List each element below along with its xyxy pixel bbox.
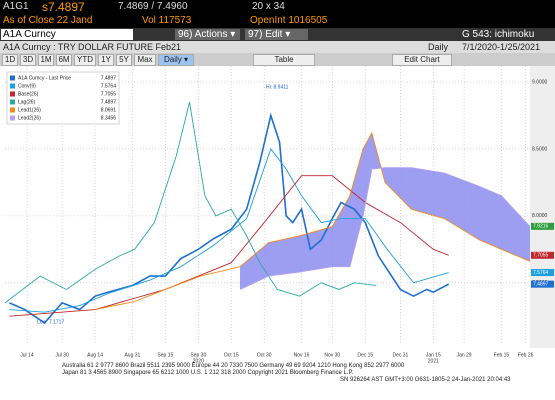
- ichimoku-cloud: [240, 132, 530, 290]
- legend-name: Lead2(26): [18, 115, 41, 121]
- legend-name: A1A Curncy - Last Price: [18, 75, 71, 81]
- x-tick-label: Jul 14: [20, 352, 34, 358]
- y-tick-label: 9.0000: [532, 79, 548, 85]
- legend-swatch: [10, 91, 15, 97]
- x-tick-label: Jul 30: [55, 352, 69, 358]
- range-button[interactable]: 5Y: [116, 54, 132, 66]
- edit-chart-button[interactable]: Edit Chart: [392, 54, 452, 66]
- legend-value: 8.0691: [101, 107, 117, 113]
- title-row: A1A Curncy : TRY DOLLAR FUTURE Feb21 Dai…: [0, 41, 555, 53]
- command-row: A1A Curncy 96) Actions ▾ 97) Edit ▾ G 54…: [0, 28, 555, 41]
- price-flag-label: 7.7055: [533, 253, 549, 259]
- size: 20 x 34: [252, 1, 285, 12]
- x-tick-label: Nov 30: [324, 352, 340, 358]
- toolbar: Table Edit Chart 1D 3D 1M 6M YTD 1Y 5Y Max Daily…: [0, 53, 555, 66]
- page-id: G 543: ichimoku: [462, 29, 535, 40]
- date-range: 7/1/2020-1/25/2021: [462, 42, 541, 52]
- edit-menu[interactable]: 97) Edit ▾: [245, 29, 308, 40]
- x-tick-label: Aug 14: [87, 352, 103, 358]
- price-flag: [531, 222, 554, 230]
- quote-row: A1G1 s7.4897 7.4869 / 7.4960 20 x 34: [0, 0, 555, 14]
- price-flag: [531, 251, 554, 259]
- high-annotation: Hi: 8.9411: [266, 84, 289, 90]
- range-button[interactable]: 1Y: [98, 54, 114, 66]
- x-tick-label: Oct 30: [257, 352, 272, 358]
- period: Daily: [428, 42, 449, 52]
- security-input[interactable]: A1A Curncy: [1, 29, 133, 40]
- open-interest: OpenInt 1016505: [250, 15, 328, 26]
- footer: Australia 61 2 9777 8600 Brazil 5511 239…: [0, 363, 555, 400]
- footer-line: SN 926264 AST GMT+3:00 G631-1805-2 24-Ja…: [340, 377, 511, 383]
- price-flag-label: 7.4897: [533, 281, 549, 287]
- series-line: [9, 112, 450, 324]
- series-line: [9, 175, 449, 317]
- last-price: s7.4897: [42, 0, 85, 14]
- footer-line: Japan 81 3 4565 8900 Singapore 65 6212 1…: [62, 370, 354, 376]
- legend-value: 7.4897: [101, 75, 117, 81]
- legend-name: Conv(9): [18, 83, 36, 89]
- as-of: As of Close 22 Jand: [3, 15, 93, 26]
- series-line: [9, 148, 449, 313]
- x-tick-label: Dec 15: [357, 352, 373, 358]
- table-button[interactable]: Table: [253, 54, 315, 66]
- legend-name: Lead1(26): [18, 107, 41, 113]
- y-tick-label: 8.0000: [532, 213, 548, 219]
- x-tick-label: Aug 31: [124, 352, 140, 358]
- x-tick-label: Feb 26: [518, 352, 534, 358]
- price-axis: [530, 66, 555, 348]
- range-button[interactable]: 3D: [20, 54, 36, 66]
- volume: Vol 117573: [142, 15, 192, 26]
- series-line: [94, 131, 531, 310]
- price-flag: [531, 280, 554, 288]
- x-tick-label: Jan 29: [457, 352, 472, 358]
- series-line: [239, 167, 531, 290]
- x-tick-label: Feb 15: [494, 352, 510, 358]
- low-annotation: Low: 7.1717: [37, 319, 64, 325]
- chart-title: A1A Curncy : TRY DOLLAR FUTURE Feb21: [3, 42, 182, 52]
- legend-name: Lag(26): [18, 99, 36, 105]
- legend-value: 7.5764: [101, 83, 117, 89]
- footer-line: Australia 61 2 9777 8600 Brazil 5511 239…: [62, 363, 405, 369]
- legend-swatch: [10, 75, 15, 81]
- legend-box: [6, 71, 120, 125]
- year-label: 2021: [428, 358, 439, 363]
- legend-swatch: [10, 115, 15, 121]
- x-tick-label: Dec 31: [392, 352, 408, 358]
- x-tick-label: Oct 15: [224, 352, 239, 358]
- bid-ask: 7.4869 / 7.4960: [118, 1, 188, 12]
- range-button[interactable]: 6M: [56, 54, 72, 66]
- year-label: 2020: [193, 358, 204, 363]
- legend-swatch: [10, 83, 15, 89]
- range-button[interactable]: 1D: [2, 54, 18, 66]
- legend-value: 7.7055: [101, 91, 117, 97]
- legend-swatch: [10, 99, 15, 105]
- legend-swatch: [10, 107, 15, 113]
- range-button[interactable]: Max: [134, 54, 156, 66]
- price-flag-label: 7.9216: [533, 224, 549, 230]
- x-tick-label: Sep 30: [190, 352, 206, 358]
- range-button[interactable]: Daily ▾: [158, 54, 194, 66]
- actions-menu[interactable]: 96) Actions ▾: [175, 29, 240, 40]
- range-button[interactable]: 1M: [38, 54, 54, 66]
- range-button[interactable]: YTD: [74, 54, 96, 66]
- ticker: A1G1: [3, 1, 29, 12]
- price-flag: [531, 269, 554, 277]
- legend-value: 8.3456: [101, 115, 117, 121]
- price-flag-label: 7.5764: [533, 270, 549, 276]
- x-tick-label: Nov 16: [294, 352, 310, 358]
- legend-name: Base(26): [18, 91, 39, 97]
- x-tick-label: Jan 15: [426, 352, 441, 358]
- close-row: As of Close 22 Jand Vol 117573 OpenInt 1…: [0, 14, 555, 28]
- series-line: [4, 102, 377, 304]
- y-tick-label: 8.5000: [532, 146, 548, 152]
- legend-value: 7.4897: [101, 99, 117, 105]
- x-tick-label: Sep 15: [157, 352, 173, 358]
